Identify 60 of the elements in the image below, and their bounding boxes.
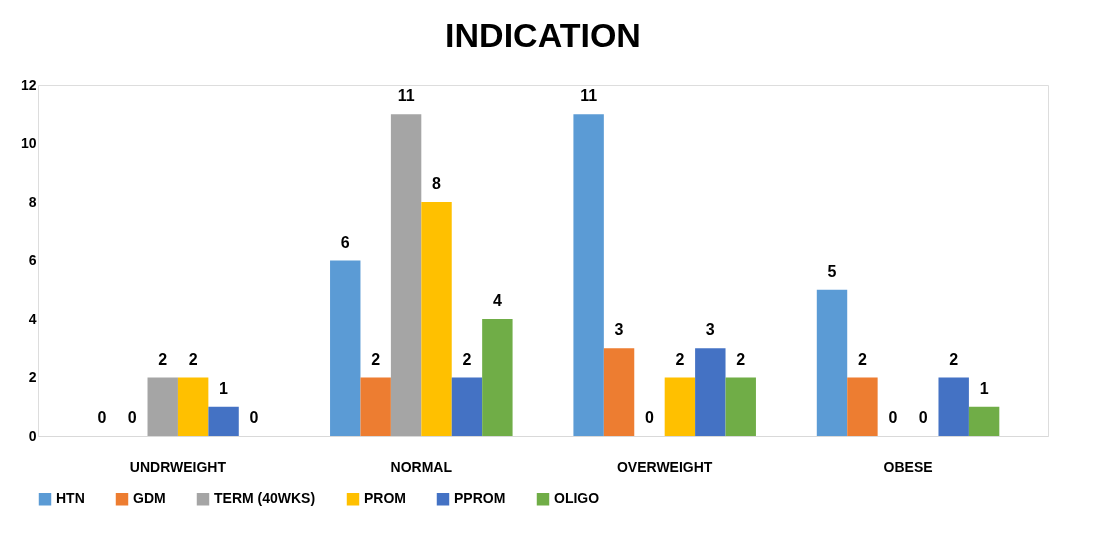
bar <box>360 377 391 437</box>
legend-label: TERM (40WKS) <box>214 490 316 507</box>
data-label: 0 <box>127 409 137 426</box>
bar <box>421 201 452 437</box>
data-label: 11 <box>397 87 415 105</box>
legend-label: PPROM <box>454 490 506 507</box>
bar <box>147 377 178 437</box>
data-label: 2 <box>462 350 472 368</box>
data-label: 0 <box>888 409 898 426</box>
x-tick-label: OVERWEIGHT <box>616 458 713 475</box>
data-label: 5 <box>827 262 837 280</box>
data-label: 4 <box>492 292 502 309</box>
bar <box>482 318 513 437</box>
data-label: 0 <box>249 409 259 426</box>
bar <box>603 348 635 437</box>
data-label: 3 <box>614 321 624 339</box>
legend-label: PROM <box>364 490 406 507</box>
bar <box>390 114 422 437</box>
bar <box>330 260 361 437</box>
x-tick-label: OBESE <box>883 458 933 475</box>
data-label: 11 <box>580 87 598 105</box>
bar <box>451 377 483 437</box>
bar <box>968 406 1000 437</box>
y-tick-label: 0 <box>28 427 37 444</box>
data-label: 2 <box>857 350 867 368</box>
data-label: 2 <box>736 350 746 368</box>
bar <box>208 406 239 437</box>
data-label: 0 <box>645 409 655 426</box>
bar <box>938 377 969 437</box>
bar <box>725 377 756 437</box>
bar <box>695 348 726 437</box>
y-tick-label: 10 <box>20 135 37 151</box>
y-tick-label: 4 <box>28 310 37 327</box>
data-label: 2 <box>371 350 381 368</box>
bar <box>573 114 604 437</box>
chart-title: INDICATION <box>445 16 641 54</box>
data-label: 0 <box>918 409 928 426</box>
data-label: 1 <box>979 379 989 397</box>
legend-label: HTN <box>56 490 85 507</box>
legend-label: GDM <box>133 490 166 507</box>
data-label: 6 <box>340 233 350 251</box>
data-label: 1 <box>219 379 229 397</box>
x-tick-label: UNDRWEIGHT <box>129 458 227 475</box>
data-label: 2 <box>949 350 959 368</box>
data-label: 2 <box>675 350 685 368</box>
y-tick-label: 8 <box>28 193 37 210</box>
bar <box>816 289 848 437</box>
x-tick-label: NORMAL <box>390 458 453 475</box>
bar <box>664 377 696 437</box>
data-label: 8 <box>432 175 442 192</box>
data-label: 2 <box>188 350 198 368</box>
y-tick-label: 12 <box>20 76 37 93</box>
data-label: 0 <box>97 409 107 426</box>
bar <box>177 377 209 437</box>
y-tick-label: 2 <box>28 369 37 385</box>
data-label: 2 <box>158 350 168 368</box>
bar <box>847 377 878 437</box>
legend-label: OLIGO <box>554 490 600 507</box>
data-label: 3 <box>705 321 715 339</box>
y-tick-label: 6 <box>28 252 37 268</box>
